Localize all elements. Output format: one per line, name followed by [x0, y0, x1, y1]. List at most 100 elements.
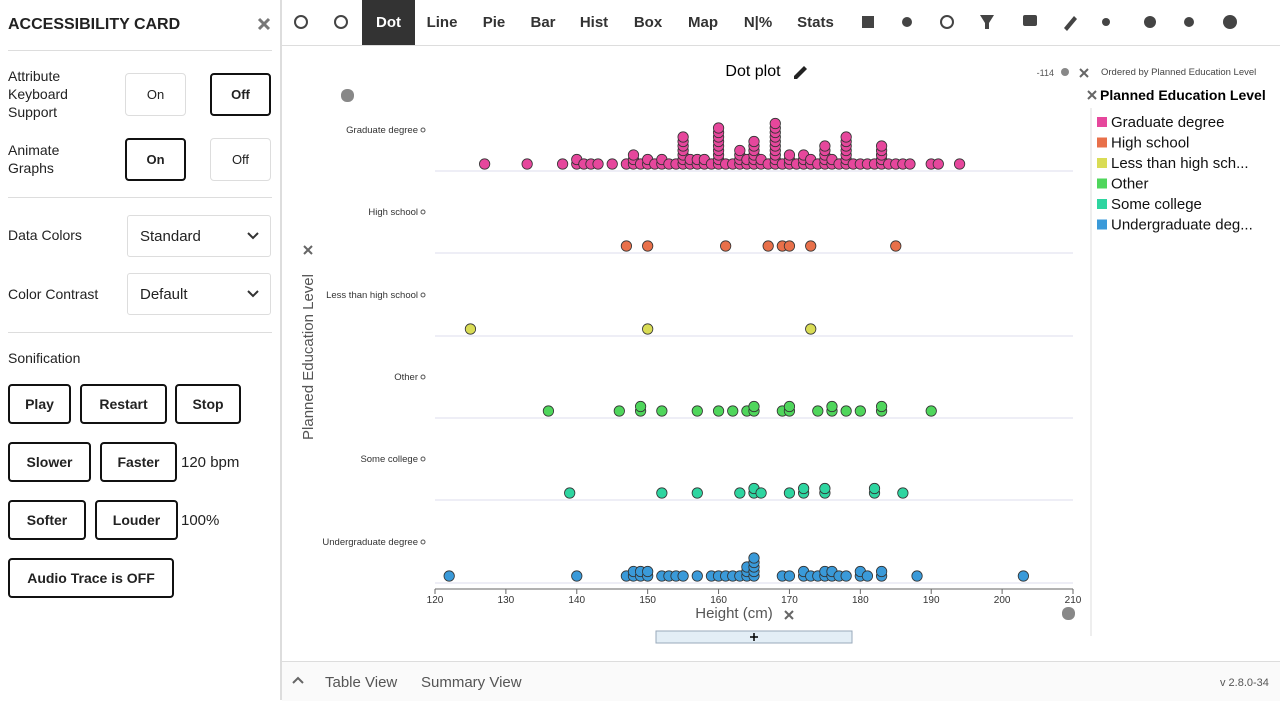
version: v 2.8.0-34 — [1220, 677, 1269, 689]
button[interactable]: Softer — [8, 500, 86, 540]
dot — [769, 117, 781, 130]
button[interactable]: Restart — [80, 384, 167, 424]
toolbar-button[interactable]: N|% — [743, 14, 773, 31]
dot — [783, 149, 796, 161]
label: Attribute Keyboard Support — [8, 68, 68, 120]
category-label: Undergraduate degree — [322, 537, 418, 548]
dot — [762, 240, 774, 252]
dot — [606, 158, 618, 170]
toggle-button[interactable]: On — [125, 138, 186, 181]
dot — [875, 400, 888, 413]
dot — [840, 131, 852, 143]
close-icon — [784, 610, 794, 620]
y-axis-label: Planned Education Level — [300, 274, 317, 440]
x-tick-label: 130 — [498, 595, 515, 606]
category-label: Graduate degree — [346, 125, 418, 136]
button[interactable]: Slower — [8, 442, 91, 482]
dot — [897, 487, 909, 499]
toolbar-button[interactable]: Dot — [362, 0, 415, 45]
dot — [748, 552, 760, 564]
dot — [783, 570, 796, 582]
x-tick-label: 200 — [994, 595, 1011, 606]
label: Animate Graphs — [8, 142, 60, 176]
order-note: Ordered by Planned Education Level — [1101, 67, 1256, 78]
accessibility-panel: ACCESSIBILITY CARD Attribute Keyboard Su… — [0, 0, 282, 700]
edit-icon — [794, 66, 807, 79]
dot — [634, 400, 647, 413]
dot — [592, 158, 604, 170]
dot — [798, 482, 810, 495]
x-axis-label: Height (cm) — [695, 605, 773, 622]
toolbar-button[interactable]: Bar — [530, 14, 556, 31]
toolbar-button[interactable]: Box — [633, 14, 663, 31]
dot — [656, 487, 668, 499]
toolbar-button[interactable]: Stats — [797, 14, 834, 31]
dot — [805, 240, 817, 252]
gear-icon — [1062, 607, 1075, 620]
dot — [556, 158, 569, 170]
dot — [783, 240, 796, 252]
legend-swatch — [1097, 117, 1107, 127]
chart-title: Dot plot — [725, 63, 781, 80]
tempo: 120 bpm — [181, 454, 240, 471]
dot — [691, 405, 703, 417]
close-icon — [303, 245, 313, 255]
button[interactable]: Stop — [175, 384, 241, 424]
dot — [854, 405, 866, 417]
select-value: Default — [140, 286, 188, 303]
footer: Table View Summary View v 2.8.0-34 — [282, 661, 1280, 701]
x-tick-label: 210 — [1065, 595, 1082, 606]
toggle-button[interactable]: Off — [210, 73, 271, 116]
dot — [783, 400, 796, 413]
count-label: -114 — [1037, 68, 1054, 78]
divider — [8, 50, 272, 51]
toggle-button[interactable]: Off — [210, 138, 271, 181]
tab[interactable]: Summary View — [421, 674, 522, 691]
toolbar-button[interactable]: Map — [688, 14, 718, 31]
select[interactable]: Default — [127, 273, 271, 315]
category-label: Other — [394, 372, 418, 383]
dot — [826, 400, 838, 413]
section-title: Sonification — [8, 350, 81, 366]
dot — [953, 158, 966, 170]
dot — [656, 405, 668, 417]
dot — [642, 323, 654, 335]
legend-swatch — [1097, 178, 1107, 189]
category-label: High school — [368, 207, 418, 218]
gear-icon — [341, 89, 354, 102]
toolbar-button[interactable]: Hist — [579, 14, 609, 31]
dot — [479, 158, 491, 170]
dot — [464, 323, 477, 335]
category-label: Less than high school — [326, 290, 418, 301]
label: Color Contrast — [8, 286, 99, 302]
category-dot — [420, 539, 426, 545]
toolbar-icons — [294, 15, 348, 29]
button[interactable]: Audio Trace is OFF — [8, 558, 174, 598]
tab[interactable]: Table View — [325, 674, 398, 691]
dot — [720, 240, 732, 252]
toggle-button[interactable]: On — [125, 73, 186, 116]
dot — [677, 131, 689, 143]
x-tick-label: 120 — [427, 595, 444, 606]
dot — [443, 570, 455, 582]
chevron — [247, 290, 259, 298]
dot — [642, 240, 654, 252]
count-dot — [1061, 68, 1069, 76]
dot — [727, 405, 739, 417]
select[interactable]: Standard — [127, 215, 271, 257]
button[interactable]: Louder — [95, 500, 178, 540]
dot — [890, 240, 902, 252]
x-tick-label: 160 — [710, 595, 727, 606]
button[interactable]: Play — [8, 384, 71, 424]
dot — [564, 487, 576, 499]
toolbar-button[interactable]: Line — [426, 14, 458, 31]
chevron — [292, 676, 304, 684]
close-icon[interactable] — [257, 17, 271, 31]
button[interactable]: Faster — [100, 442, 177, 482]
toolbar-button[interactable]: Pie — [482, 14, 506, 31]
dot — [734, 487, 746, 499]
dot — [542, 405, 555, 417]
dot — [620, 240, 632, 252]
x-tick-label: 140 — [568, 595, 585, 606]
